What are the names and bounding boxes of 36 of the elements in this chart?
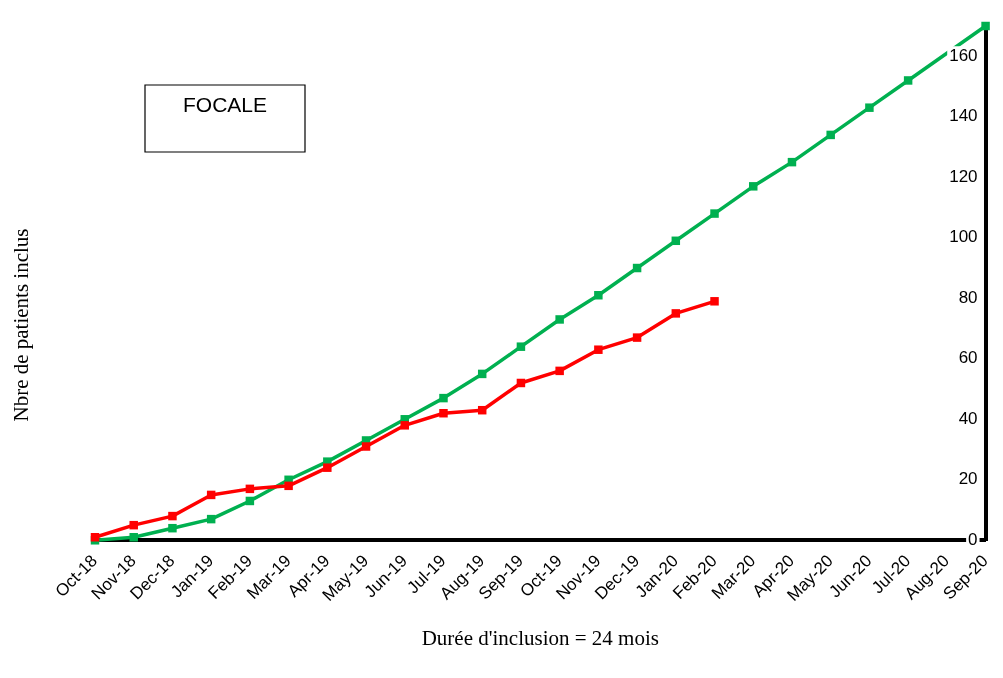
point	[671, 309, 681, 318]
point	[516, 342, 526, 351]
point	[439, 393, 448, 403]
point	[632, 333, 642, 342]
point	[361, 442, 371, 451]
y-tick-label: 100	[949, 227, 978, 247]
x-axis-title: Durée d'inclusion = 24 mois	[421, 625, 659, 650]
y-tick-label: 120	[949, 166, 978, 186]
point	[400, 421, 410, 430]
point	[865, 103, 874, 112]
point	[710, 209, 719, 218]
y-axis-title: Nbre de patients inclus	[8, 228, 33, 422]
point	[710, 297, 719, 306]
y-tick-label: 60	[958, 348, 978, 368]
point	[903, 76, 913, 85]
point	[555, 366, 564, 376]
point	[129, 520, 138, 530]
y-tick-label: 80	[958, 287, 978, 307]
point	[284, 481, 293, 491]
y-tick-label: 160	[949, 45, 978, 65]
y-tick-label: 40	[958, 408, 978, 428]
point	[981, 21, 990, 31]
point	[439, 408, 448, 418]
point	[555, 315, 564, 324]
point	[826, 130, 835, 140]
point	[594, 291, 603, 300]
point	[749, 182, 758, 191]
y-tick-label: 140	[949, 106, 978, 126]
point	[168, 511, 177, 521]
annotation: FOCALE	[182, 92, 268, 116]
point	[594, 345, 603, 354]
point	[129, 533, 138, 542]
y-tick-label: 20	[958, 469, 978, 489]
point	[323, 463, 332, 472]
y-tick-label: 0	[968, 529, 978, 549]
point	[168, 523, 177, 533]
